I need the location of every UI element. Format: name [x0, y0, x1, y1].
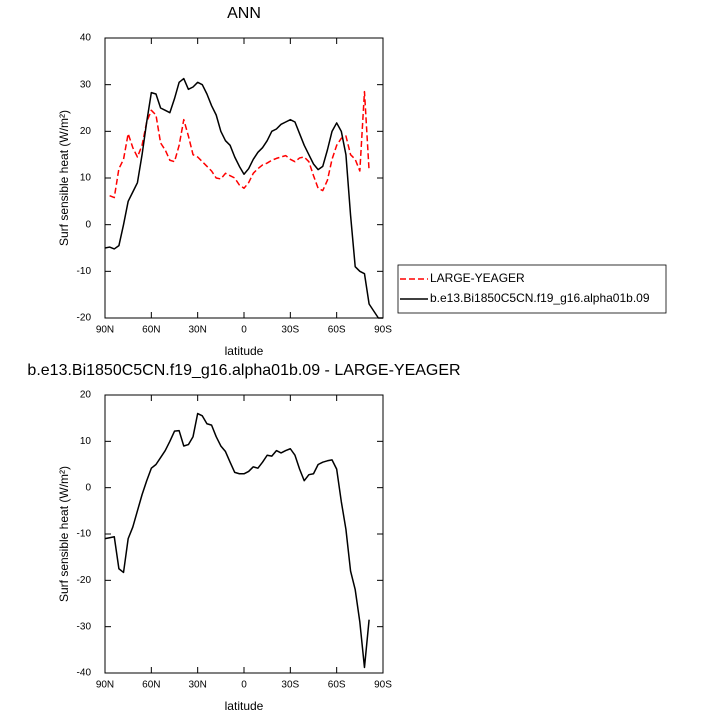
x-tick-label: 90N	[96, 325, 114, 336]
y-tick-label: -30	[77, 621, 92, 632]
x-axis-label: latitude	[225, 344, 264, 358]
y-tick-label: 30	[80, 79, 92, 90]
x-tick-label: 30N	[188, 680, 206, 691]
y-tick-label: -20	[77, 313, 92, 324]
y-tick-label: 40	[80, 33, 92, 44]
y-axis-label: Surf sensible heat (W/m²)	[57, 110, 71, 246]
x-axis-label: latitude	[225, 699, 264, 713]
y-tick-label: 0	[85, 219, 91, 230]
plot-frame	[104, 394, 384, 674]
x-tick-label: 30N	[188, 325, 206, 336]
y-tick-label: 20	[80, 126, 92, 137]
x-tick-label: 60N	[142, 325, 160, 336]
data-line	[109, 90, 370, 199]
x-tick-label: 0	[241, 680, 247, 691]
x-tick-label: 90S	[374, 680, 392, 691]
x-tick-label: 30S	[281, 680, 299, 691]
legend-box	[397, 264, 667, 314]
y-tick-label: 10	[80, 436, 92, 447]
x-tick-label: 60N	[142, 680, 160, 691]
x-tick-label: 0	[241, 325, 247, 336]
y-tick-label: 10	[80, 173, 92, 184]
x-tick-label: 60S	[328, 325, 346, 336]
x-tick-label: 30S	[281, 325, 299, 336]
chart-title: ANN	[227, 5, 261, 22]
legend-label: b.e13.Bi1850C5CN.f19_g16.alpha01b.09	[430, 291, 650, 305]
plot-frame	[104, 37, 384, 319]
x-tick-label: 90S	[374, 325, 392, 336]
y-tick-label: -10	[77, 266, 92, 277]
x-tick-label: 90N	[96, 680, 114, 691]
y-tick-label: -10	[77, 529, 92, 540]
y-tick-label: -20	[77, 575, 92, 586]
legend-label: LARGE-YEAGER	[430, 271, 525, 285]
data-line	[104, 77, 383, 319]
y-axis-label: Surf sensible heat (W/m²)	[57, 466, 71, 602]
y-tick-label: 20	[80, 390, 92, 401]
data-line	[104, 412, 370, 669]
y-tick-label: 0	[85, 482, 91, 493]
x-tick-label: 60S	[328, 680, 346, 691]
chart-title: b.e13.Bi1850C5CN.f19_g16.alpha01b.09 - L…	[27, 362, 460, 379]
y-tick-label: -40	[77, 668, 92, 679]
